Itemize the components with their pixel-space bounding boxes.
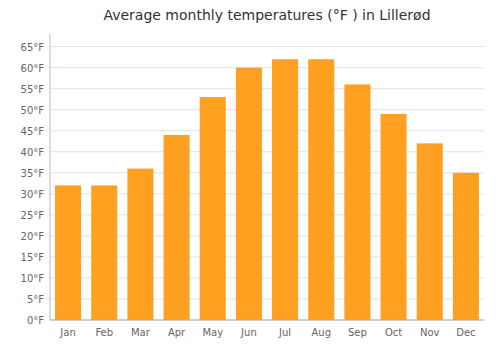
y-tick-label: 10°F bbox=[21, 273, 45, 284]
x-tick-label: May bbox=[202, 327, 223, 338]
bar bbox=[200, 97, 226, 320]
x-tick-label: Apr bbox=[168, 327, 186, 338]
y-tick-label: 25°F bbox=[21, 210, 45, 221]
bar bbox=[236, 68, 262, 320]
x-tick-label: Feb bbox=[95, 327, 113, 338]
y-tick-label: 20°F bbox=[21, 231, 45, 242]
bar bbox=[91, 185, 117, 320]
grid-line bbox=[50, 46, 484, 47]
x-tick-label: Jul bbox=[278, 327, 291, 338]
grid-line bbox=[50, 320, 484, 321]
bar bbox=[127, 169, 153, 320]
x-axis-line bbox=[50, 320, 484, 321]
y-tick-label: 55°F bbox=[21, 84, 45, 95]
y-tick-label: 60°F bbox=[21, 63, 45, 74]
bar bbox=[381, 114, 407, 320]
y-tick-label: 15°F bbox=[21, 252, 45, 263]
title: Average monthly temperatures (°F ) in Li… bbox=[103, 7, 430, 23]
grid-line bbox=[50, 109, 484, 110]
x-tick-label: Nov bbox=[420, 327, 440, 338]
x-tick-label: Oct bbox=[385, 327, 402, 338]
y-tick-label: 65°F bbox=[21, 42, 45, 53]
bar bbox=[164, 135, 190, 320]
page: {"chart_data": {"type": "bar", "title": … bbox=[0, 0, 500, 350]
y-tick-label: 5°F bbox=[27, 294, 44, 305]
y-tick-label: 0°F bbox=[27, 315, 44, 326]
y-axis-line bbox=[50, 34, 51, 320]
bar bbox=[417, 143, 443, 320]
x-tick-label: Mar bbox=[131, 327, 151, 338]
x-tick-label: Sep bbox=[348, 327, 367, 338]
y-tick-label: 50°F bbox=[21, 105, 45, 116]
grid-line bbox=[50, 88, 484, 89]
bar bbox=[272, 59, 298, 320]
y-tick-label: 30°F bbox=[21, 189, 45, 200]
y-tick-label: 40°F bbox=[21, 147, 45, 158]
x-tick-label: Dec bbox=[456, 327, 475, 338]
bar bbox=[55, 185, 81, 320]
chart: Average monthly temperatures (°F ) in Li… bbox=[0, 0, 500, 350]
x-tick-label: Jun bbox=[240, 327, 257, 338]
grid-line bbox=[50, 130, 484, 131]
x-tick-label: Jan bbox=[59, 327, 75, 338]
bars bbox=[55, 59, 479, 320]
grid-line bbox=[50, 67, 484, 68]
y-tick-label: 45°F bbox=[21, 126, 45, 137]
bar bbox=[308, 59, 334, 320]
y-tick-label: 35°F bbox=[21, 168, 45, 179]
bar bbox=[453, 173, 479, 320]
bar bbox=[344, 84, 370, 320]
grid bbox=[50, 47, 484, 320]
x-tick-label: Aug bbox=[311, 327, 331, 338]
